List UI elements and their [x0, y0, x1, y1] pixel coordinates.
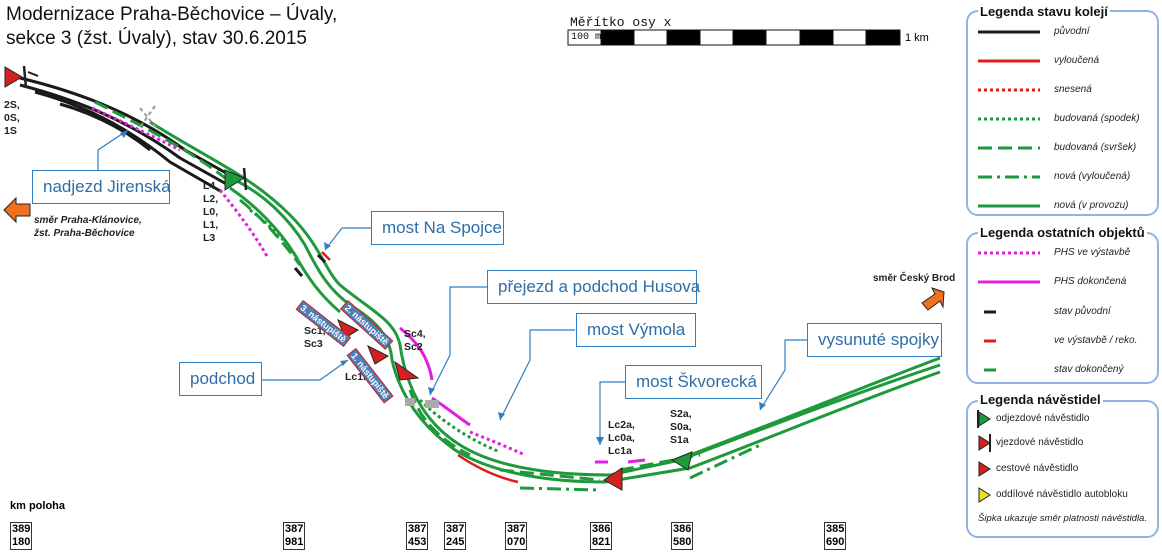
- direction-east: směr Český Brod: [873, 273, 956, 284]
- legend-signal-item: cestové návěstidlo: [996, 463, 1079, 474]
- callout-vysunute-spojky: vysunuté spojky: [807, 323, 942, 357]
- legend-track-item: původní: [1054, 26, 1090, 37]
- legend-signal-item: odjezdové návěstidlo: [996, 413, 1090, 424]
- legend-track-item: budovaná (spodek): [1054, 113, 1140, 124]
- callout-nadjezd-jirenska: nadjezd Jirenská: [32, 170, 171, 204]
- scale-bar: [567, 29, 901, 46]
- label-l-group: L4, L2, L0, L1, L3: [203, 180, 219, 244]
- scale-start-label: 100 m: [571, 32, 602, 43]
- label-west-tracks: 2S, 0S, 1S: [4, 99, 20, 137]
- direction-arrows: [3, 196, 945, 311]
- label-s-group: S2a, S0a, S1a: [670, 408, 692, 446]
- legend-tracks-title: Legenda stavu kolejí: [978, 4, 1110, 19]
- km-mark: 387 245: [444, 522, 467, 550]
- page-title: Modernizace Praha-Běchovice – Úvaly, sek…: [6, 3, 337, 51]
- callout-most-skvorecka: most Škvorecká: [625, 365, 762, 399]
- legend-object-item: PHS ve výstavbě: [1054, 247, 1131, 258]
- km-mark: 387 981: [283, 522, 306, 550]
- platform-gray: [405, 398, 439, 408]
- km-heading: km poloha: [10, 500, 66, 512]
- label-sc4-sc2: Sc4, Sc2: [404, 328, 426, 353]
- legend-signal-item: oddílové návěstidlo autobloku: [996, 489, 1128, 500]
- callout-most-vymola: most Výmola: [576, 313, 696, 347]
- scale-end-label: 1 km: [905, 32, 929, 44]
- bridge-marks: [293, 253, 327, 277]
- legend-object-item: ve výstavbě / reko.: [1054, 335, 1138, 346]
- km-mark: 387 453: [406, 522, 429, 550]
- label-lc-group: Lc2a, Lc0a, Lc1a: [608, 419, 635, 457]
- title-line-1: Modernizace Praha-Běchovice – Úvaly,: [6, 4, 338, 25]
- legend-track-item: nová (v provozu): [1054, 200, 1129, 211]
- legend-track-samples: [978, 30, 1040, 208]
- legend-object-item: stav původní: [1054, 306, 1111, 317]
- callout-podchod: podchod: [179, 362, 262, 396]
- new-tracks-dashdot: [519, 443, 761, 492]
- legend-signal-note: Šipka ukazuje směr platnosti návěstidla.: [978, 513, 1147, 524]
- km-mark: 385 690: [824, 522, 847, 550]
- legend-track-item: snesená: [1054, 84, 1092, 95]
- legend-signal-item: vjezdové návěstidlo: [996, 437, 1084, 448]
- callout-arrowheads: [120, 130, 766, 445]
- phs-dotted: [91, 106, 526, 457]
- direction-west: směr Praha-Klánovice, žst. Praha-Běchovi…: [34, 215, 142, 239]
- legend-track-item: budovaná (svršek): [1054, 142, 1137, 153]
- overpass-gray: [137, 105, 159, 131]
- legend-objects-title: Legenda ostatních objektů: [978, 225, 1147, 240]
- scale-title: Měřítko osy x: [570, 15, 672, 30]
- legend-track-item: nová (vyloučená): [1054, 171, 1131, 182]
- km-mark: 386 821: [590, 522, 613, 550]
- km-mark: 386 580: [671, 522, 694, 550]
- legend-signal-samples: [977, 410, 991, 503]
- signals: [4, 65, 693, 491]
- title-line-2: sekce 3 (žst. Úvaly), stav 30.6.2015: [6, 28, 307, 49]
- legend-track-item: vyloučená: [1054, 55, 1100, 66]
- legend-signals-title: Legenda návěstidel: [978, 392, 1103, 407]
- excluded-tracks: [321, 251, 519, 484]
- callout-most-na-spojce: most Na Spojce: [371, 211, 504, 245]
- legend-object-item: stav dokončený: [1054, 364, 1124, 375]
- km-mark: 387 070: [505, 522, 528, 550]
- legend-object-samples: [978, 251, 1040, 372]
- callout-leaders: [97, 129, 808, 445]
- callout-prejezd-husova: přejezd a podchod Husova: [487, 270, 700, 304]
- legend-object-item: PHS dokončená: [1054, 276, 1127, 287]
- km-mark: 389 180: [10, 522, 33, 550]
